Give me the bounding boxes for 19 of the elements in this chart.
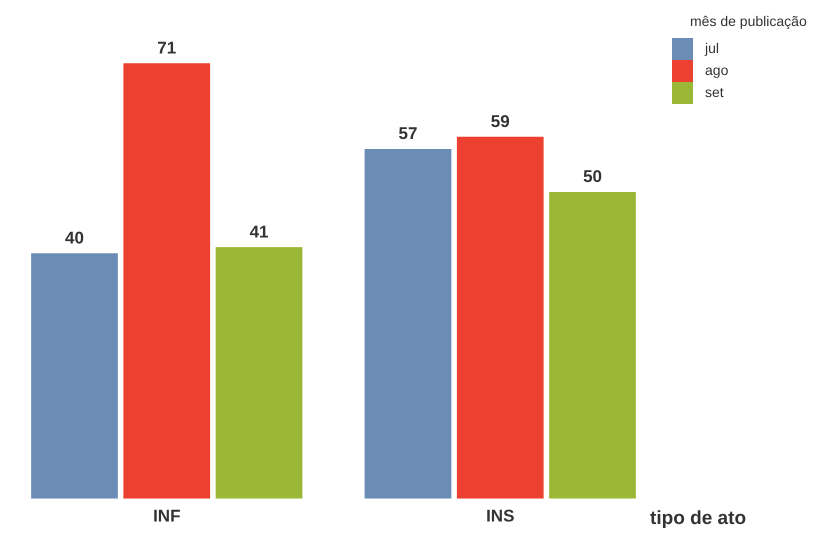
data-label: 50 xyxy=(583,167,602,186)
data-label: 41 xyxy=(250,222,268,242)
bar xyxy=(123,63,210,499)
legend-label: ago xyxy=(705,62,729,78)
x-tick-label: INF xyxy=(153,506,180,526)
bar xyxy=(364,149,452,499)
x-tick-label: INS xyxy=(486,506,514,526)
data-label: 57 xyxy=(398,124,418,144)
data-label: 59 xyxy=(490,112,510,131)
legend-label: set xyxy=(705,84,724,100)
x-axis-title: tipo de ato xyxy=(650,508,746,530)
bar xyxy=(549,192,636,499)
legend-title: mês de publicação xyxy=(690,12,807,29)
data-label: 71 xyxy=(157,38,176,58)
bar xyxy=(216,247,302,499)
bar xyxy=(31,253,118,499)
legend-label: jul xyxy=(704,40,720,56)
bar xyxy=(456,136,544,499)
data-label: 40 xyxy=(65,228,84,248)
